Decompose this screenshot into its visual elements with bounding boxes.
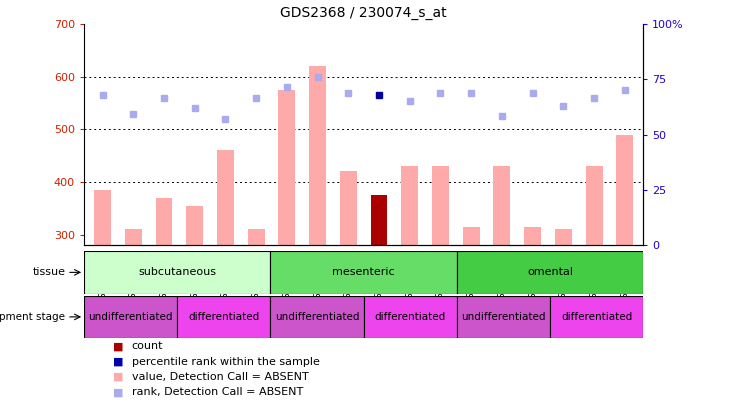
- Title: GDS2368 / 230074_s_at: GDS2368 / 230074_s_at: [281, 6, 447, 21]
- Text: ■: ■: [113, 357, 124, 367]
- Bar: [340, 171, 357, 245]
- Text: subcutaneous: subcutaneous: [138, 267, 216, 277]
- Bar: [177, 296, 270, 338]
- Bar: [270, 251, 457, 294]
- Text: rank, Detection Call = ABSENT: rank, Detection Call = ABSENT: [132, 388, 303, 397]
- Bar: [186, 206, 203, 245]
- Bar: [616, 134, 633, 245]
- Bar: [371, 195, 387, 245]
- Bar: [493, 166, 510, 245]
- Bar: [555, 229, 572, 245]
- Bar: [550, 296, 643, 338]
- Text: value, Detection Call = ABSENT: value, Detection Call = ABSENT: [132, 372, 308, 382]
- Bar: [463, 227, 480, 245]
- Text: differentiated: differentiated: [375, 312, 446, 322]
- Bar: [524, 227, 541, 245]
- Bar: [156, 198, 173, 245]
- Bar: [94, 190, 111, 245]
- Bar: [432, 166, 449, 245]
- Bar: [84, 296, 177, 338]
- Bar: [270, 296, 363, 338]
- Text: ■: ■: [113, 341, 124, 351]
- Text: percentile rank within the sample: percentile rank within the sample: [132, 357, 319, 367]
- Bar: [125, 229, 142, 245]
- Bar: [217, 150, 234, 245]
- Bar: [457, 251, 643, 294]
- Bar: [84, 251, 270, 294]
- Bar: [586, 166, 602, 245]
- Text: differentiated: differentiated: [561, 312, 632, 322]
- Text: count: count: [132, 341, 163, 351]
- Text: undifferentiated: undifferentiated: [88, 312, 173, 322]
- Bar: [363, 296, 457, 338]
- Text: differentiated: differentiated: [189, 312, 260, 322]
- Bar: [401, 166, 418, 245]
- Text: ■: ■: [113, 372, 124, 382]
- Bar: [457, 296, 550, 338]
- Bar: [309, 66, 326, 245]
- Text: undifferentiated: undifferentiated: [461, 312, 546, 322]
- Text: omental: omental: [527, 267, 573, 277]
- Text: undifferentiated: undifferentiated: [275, 312, 360, 322]
- Text: tissue: tissue: [32, 267, 66, 277]
- Text: mesenteric: mesenteric: [333, 267, 395, 277]
- Text: ■: ■: [113, 388, 124, 397]
- Bar: [248, 229, 265, 245]
- Text: development stage: development stage: [0, 312, 66, 322]
- Bar: [279, 90, 295, 245]
